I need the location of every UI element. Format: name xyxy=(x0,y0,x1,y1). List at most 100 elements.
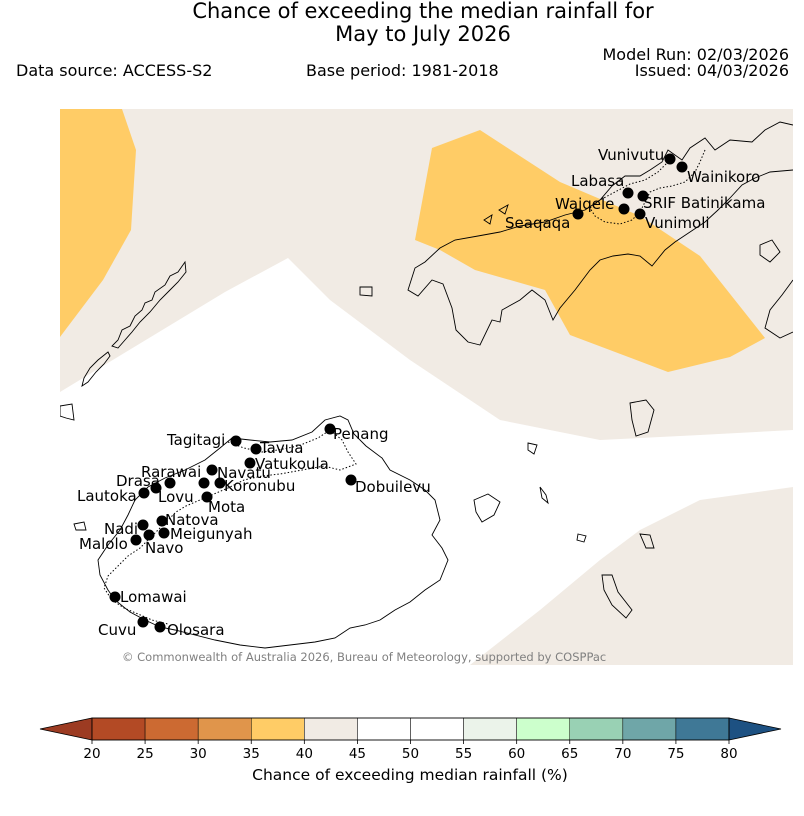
station-marker-natova[interactable] xyxy=(156,515,168,527)
station-marker-srif-batinikama[interactable] xyxy=(637,190,649,202)
probability-35-40-region-west xyxy=(60,109,136,337)
station-marker-tavua[interactable] xyxy=(250,443,262,455)
station-label-koronubu: Koronubu xyxy=(224,477,295,495)
colorbar-bin-75-80 xyxy=(675,717,730,741)
colorbar-tick-label-40: 40 xyxy=(296,746,313,762)
station-label-penang: Penang xyxy=(333,425,388,443)
station-marker-navatu[interactable] xyxy=(214,477,226,489)
station-marker-navo[interactable] xyxy=(143,529,155,541)
probability-35-40-region-north xyxy=(415,130,765,372)
colorbar-tick-label-45: 45 xyxy=(349,746,366,762)
station-marker-koronubu[interactable] xyxy=(198,477,210,489)
station-marker-mota[interactable] xyxy=(201,491,213,503)
colorbar-tick-label-50: 50 xyxy=(402,746,419,762)
colorbar-tick-label-55: 55 xyxy=(455,746,472,762)
station-marker-olosara[interactable] xyxy=(154,621,166,633)
station-marker-dobuilevu[interactable] xyxy=(345,474,357,486)
colorbar-bin-45-50 xyxy=(357,717,411,741)
station-label-lomawai: Lomawai xyxy=(120,588,187,606)
station-marker-rarawai[interactable] xyxy=(206,464,218,476)
station-marker-vunimoli[interactable] xyxy=(634,208,646,220)
map-frame: © Commonwealth of Australia 2026, Bureau… xyxy=(60,109,793,665)
copyright-notice: © Commonwealth of Australia 2026, Bureau… xyxy=(122,650,606,664)
colorbar-bin-25-30 xyxy=(144,717,199,741)
colorbar-tick-label-70: 70 xyxy=(614,746,631,762)
colorbar-tick-label-60: 60 xyxy=(508,746,525,762)
station-marker-seaqaqa[interactable] xyxy=(572,208,584,220)
model-run-text: Model Run: 02/03/2026 xyxy=(602,45,790,64)
station-label-lautoka: Lautoka xyxy=(77,487,137,505)
station-marker-lautoka[interactable] xyxy=(138,487,150,499)
station-marker-meigunyah[interactable] xyxy=(158,527,170,539)
station-label-navo: Navo xyxy=(145,539,183,557)
station-label-lovu: Lovu xyxy=(158,488,194,506)
map-title-line2: May to July 2026 xyxy=(335,22,511,46)
station-label-seaqaqa: Seaqaqa xyxy=(505,214,570,232)
yasawa-islands-coastline xyxy=(81,260,187,388)
viti-levu-coastline xyxy=(97,415,449,649)
station-label-natova: Natova xyxy=(165,511,219,529)
taveuni-coastline xyxy=(764,279,793,339)
station-marker-cuvu[interactable] xyxy=(137,616,149,628)
station-label-drasa: Drasa xyxy=(116,472,160,490)
colorbar-tick-label-80: 80 xyxy=(720,746,737,762)
station-marker-penang[interactable] xyxy=(324,423,336,435)
colorbar-bin-30-35 xyxy=(197,717,252,741)
station-label-rarawai: Rarawai xyxy=(141,463,201,481)
station-marker-malolo[interactable] xyxy=(130,534,142,546)
station-layer: Vunivutu Wainikoro Labasa SRIF Batinikam… xyxy=(77,146,765,639)
station-label-tagitagi: Tagitagi xyxy=(166,431,225,449)
station-label-tavua: Tavua xyxy=(259,439,303,457)
station-label-mota: Mota xyxy=(208,498,245,516)
station-marker-waiqele[interactable] xyxy=(618,203,630,215)
colorbar: 20 25 30 35 40 45 50 55 60 65 70 75 80 xyxy=(39,717,782,762)
station-marker-lomawai[interactable] xyxy=(109,591,121,603)
colorbar-tick-label-20: 20 xyxy=(83,746,100,762)
colorbar-bin-40-45 xyxy=(304,717,358,741)
station-label-dobuilevu: Dobuilevu xyxy=(355,478,431,496)
station-marker-vunivutu[interactable] xyxy=(664,153,676,165)
colorbar-bin-50-55 xyxy=(410,717,464,741)
map-title-line1: Chance of exceeding the median rainfall … xyxy=(192,0,654,23)
base-period-text: Base period: 1981-2018 xyxy=(306,61,499,80)
colorbar-bin-60-65 xyxy=(516,717,571,741)
viti-levu-province-boundary xyxy=(103,429,357,625)
station-label-olosara: Olosara xyxy=(167,621,225,639)
station-label-vunivutu: Vunivutu xyxy=(598,146,664,164)
colorbar-tick-label-25: 25 xyxy=(136,746,153,762)
station-label-vunimoli: Vunimoli xyxy=(645,214,710,232)
islet-coastline xyxy=(60,204,655,619)
station-marker-drasa[interactable] xyxy=(164,477,176,489)
station-marker-labasa[interactable] xyxy=(622,187,634,199)
colorbar-tick-label-30: 30 xyxy=(190,746,207,762)
station-label-nadi: Nadi xyxy=(104,520,138,538)
probability-45-55-region xyxy=(60,258,793,665)
station-marker-tagitagi[interactable] xyxy=(230,435,242,447)
station-label-srif-batinikama: SRIF Batinikama xyxy=(643,194,765,212)
colorbar-tick-label-35: 35 xyxy=(243,746,260,762)
station-label-vatukoula: Vatukoula xyxy=(255,455,329,473)
station-marker-vatukoula[interactable] xyxy=(244,457,256,469)
colorbar-label: Chance of exceeding median rainfall (%) xyxy=(252,766,568,784)
station-label-meigunyah: Meigunyah xyxy=(170,525,252,543)
colorbar-under-arrow xyxy=(39,717,93,741)
station-marker-lovu[interactable] xyxy=(150,482,162,494)
station-marker-nadi[interactable] xyxy=(137,519,149,531)
issued-date-text: Issued: 04/03/2026 xyxy=(634,61,789,80)
colorbar-bin-20-25 xyxy=(91,717,146,741)
colorbar-tick-label-75: 75 xyxy=(667,746,684,762)
station-label-waiqele: Waiqele xyxy=(555,195,614,213)
colorbar-bin-55-60 xyxy=(463,717,517,741)
station-label-labasa: Labasa xyxy=(571,172,624,190)
colorbar-tick-label-65: 65 xyxy=(561,746,578,762)
data-source-text: Data source: ACCESS-S2 xyxy=(16,61,213,80)
station-label-wainikoro: Wainikoro xyxy=(687,168,760,186)
colorbar-bin-65-70 xyxy=(569,717,624,741)
vanua-levu-coastline xyxy=(407,121,793,346)
station-label-cuvu: Cuvu xyxy=(98,621,136,639)
station-marker-wainikoro[interactable] xyxy=(676,161,688,173)
small-island-coastline xyxy=(759,239,781,263)
colorbar-over-arrow xyxy=(728,717,782,741)
station-label-malolo: Malolo xyxy=(79,535,128,553)
colorbar-bin-70-75 xyxy=(622,717,677,741)
